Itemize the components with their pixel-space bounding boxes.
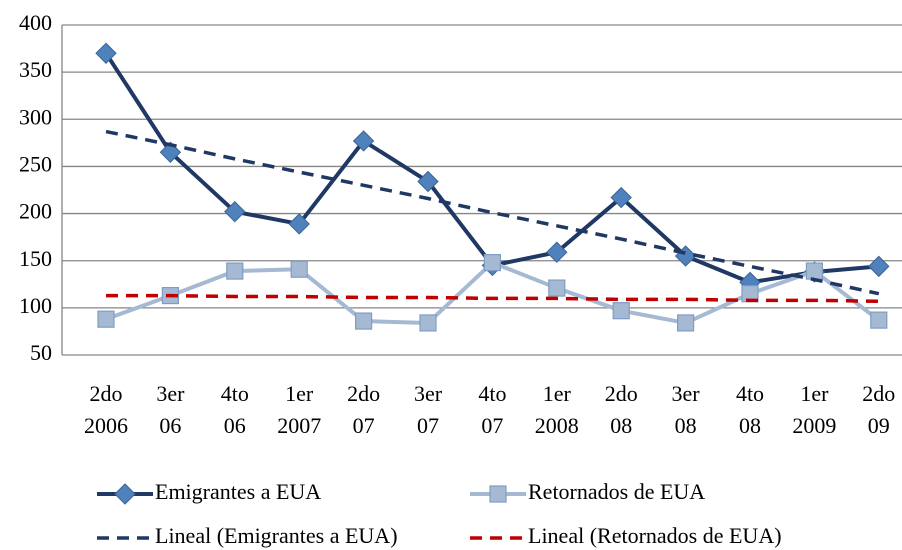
x-tick-label: 07 bbox=[481, 413, 503, 438]
data-point bbox=[868, 255, 890, 278]
x-tick-label: 1er bbox=[285, 381, 314, 406]
x-tick-label: 2do bbox=[347, 381, 380, 406]
series-line bbox=[104, 52, 879, 285]
x-tick-label: 1er bbox=[800, 381, 829, 406]
legend-marker bbox=[489, 485, 507, 503]
y-tick-label: 200 bbox=[19, 199, 52, 224]
legend-marker bbox=[114, 483, 136, 505]
data-point bbox=[546, 241, 568, 263]
trend-line bbox=[105, 129, 880, 296]
data-point bbox=[870, 311, 888, 329]
x-tick-label: 07 bbox=[417, 413, 439, 438]
x-tick-label: 09 bbox=[868, 413, 890, 438]
data-point bbox=[548, 279, 566, 297]
x-tick-label: 2do bbox=[862, 381, 895, 406]
legend-label: Retornados de EUA bbox=[528, 479, 705, 504]
x-tick-label: 4to bbox=[736, 381, 764, 406]
x-tick-label: 2007 bbox=[277, 413, 321, 438]
x-tick-label: 07 bbox=[353, 413, 375, 438]
y-tick-label: 250 bbox=[19, 151, 52, 176]
x-tick-label: 3er bbox=[672, 381, 701, 406]
x-tick-label: 08 bbox=[675, 413, 697, 438]
data-point bbox=[612, 302, 630, 320]
y-tick-label: 400 bbox=[19, 10, 52, 35]
x-tick-label: 08 bbox=[739, 413, 761, 438]
x-tick-label: 2008 bbox=[535, 413, 579, 438]
y-tick-label: 150 bbox=[19, 246, 52, 271]
data-point bbox=[676, 314, 695, 332]
x-tick-label: 3er bbox=[414, 381, 443, 406]
data-point bbox=[417, 170, 439, 193]
x-tick-label: 4to bbox=[221, 381, 249, 406]
x-tick-label: 2006 bbox=[84, 413, 128, 438]
y-tick-label: 100 bbox=[19, 293, 52, 318]
x-tick-label: 08 bbox=[610, 413, 632, 438]
data-point bbox=[419, 314, 437, 332]
data-point bbox=[288, 213, 310, 235]
x-tick-label: 06 bbox=[159, 413, 181, 438]
x-tick-label: 1er bbox=[543, 381, 572, 406]
legend-label: Lineal (Retornados de EUA) bbox=[528, 523, 782, 548]
legend-label: Lineal (Emigrantes a EUA) bbox=[155, 523, 398, 548]
y-tick-label: 350 bbox=[19, 57, 52, 82]
x-tick-label: 4to bbox=[478, 381, 506, 406]
x-tick-label: 2do bbox=[90, 381, 123, 406]
data-point bbox=[95, 42, 117, 64]
data-point bbox=[352, 130, 375, 152]
y-tick-label: 50 bbox=[30, 340, 52, 365]
y-tick-label: 300 bbox=[19, 104, 52, 129]
data-point bbox=[483, 254, 501, 272]
data-point bbox=[290, 260, 308, 278]
data-point bbox=[355, 312, 373, 330]
x-tick-label: 2009 bbox=[792, 413, 836, 438]
data-point bbox=[224, 200, 246, 223]
data-point bbox=[226, 262, 244, 280]
x-tick-label: 06 bbox=[224, 413, 246, 438]
data-point bbox=[97, 310, 115, 328]
legend-label: Emigrantes a EUA bbox=[155, 479, 321, 504]
x-tick-label: 3er bbox=[156, 381, 185, 406]
trend-line bbox=[106, 293, 879, 304]
x-tick-label: 2do bbox=[605, 381, 638, 406]
data-point bbox=[805, 262, 824, 280]
data-point bbox=[610, 186, 632, 209]
